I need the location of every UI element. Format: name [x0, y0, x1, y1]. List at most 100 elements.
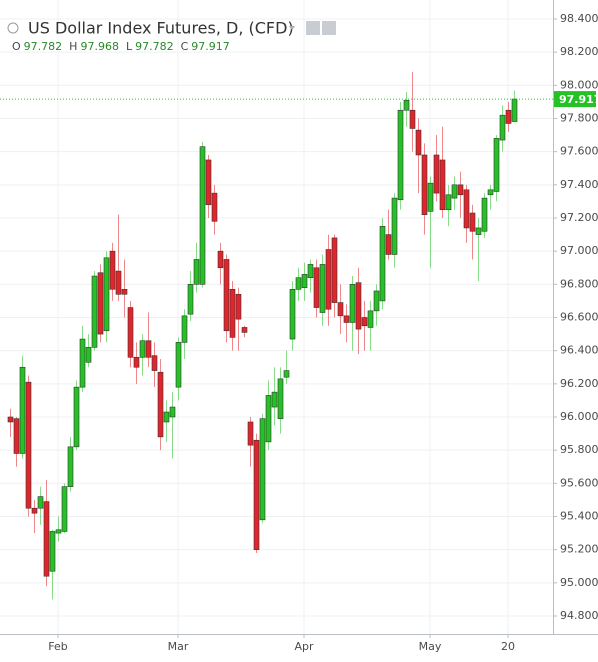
candle-body	[109, 250, 116, 290]
candle-body	[73, 386, 80, 448]
candle-body	[445, 194, 452, 211]
candle-body	[193, 259, 200, 285]
y-tick-label: 95.600	[560, 476, 598, 489]
candle-body	[271, 391, 278, 408]
y-tick-label: 98.400	[560, 12, 598, 25]
candle-body	[409, 109, 416, 129]
candle-body	[79, 338, 86, 388]
x-tick-label: Apr	[294, 640, 314, 653]
candle-body	[439, 159, 446, 211]
candle-body	[85, 347, 92, 363]
candle-body	[223, 259, 230, 332]
candle-body	[487, 189, 494, 196]
candle-body	[403, 99, 410, 111]
candle-body	[277, 378, 284, 419]
y-tick-label: 96.200	[560, 377, 598, 390]
ohlc-value: 97.968	[80, 40, 119, 53]
candle-body	[163, 411, 170, 423]
candle-body	[427, 182, 434, 212]
candle-body	[265, 395, 272, 443]
candle-body	[139, 340, 146, 358]
candle-body	[313, 267, 320, 308]
candle-body	[169, 406, 176, 418]
candle-body	[55, 529, 62, 534]
candle-body	[253, 439, 260, 550]
candle-body	[37, 496, 44, 509]
candle-body	[463, 189, 470, 229]
candle-body	[19, 366, 26, 454]
candle-body	[331, 237, 338, 303]
ohlc-key: L	[126, 40, 133, 53]
last-price-tag	[554, 91, 596, 108]
y-tick-label: 97.400	[560, 178, 598, 191]
candle-body	[247, 421, 254, 446]
candle-body	[259, 418, 266, 521]
x-tick-label: May	[419, 640, 442, 653]
y-tick-label: 98.200	[560, 45, 598, 58]
dropdown-arrow[interactable]	[289, 26, 295, 30]
y-tick-label: 96.800	[560, 277, 598, 290]
candle-body	[319, 264, 326, 313]
y-tick-label: 95.800	[560, 443, 598, 456]
last-price-label: 97.917	[559, 93, 598, 106]
x-tick-label: Mar	[168, 640, 189, 653]
candle-body	[217, 250, 224, 269]
candle-body	[367, 310, 374, 328]
candle-body	[151, 355, 158, 371]
ohlc-value: 97.782	[135, 40, 174, 53]
candle-body	[457, 184, 464, 196]
x-tick-label: Feb	[48, 640, 67, 653]
candle-body	[511, 98, 518, 122]
candle-body	[415, 129, 422, 156]
candle-body	[211, 192, 218, 222]
candle-body	[433, 154, 440, 194]
candle-body	[199, 146, 206, 285]
candle-body	[49, 531, 56, 572]
y-tick-label: 98.000	[560, 78, 598, 91]
y-tick-label: 94.800	[560, 609, 598, 622]
candle-body	[379, 225, 386, 302]
ohlc-key: O	[12, 40, 21, 53]
candle-body	[67, 446, 74, 487]
candle-body	[295, 277, 302, 290]
candle-body	[229, 289, 236, 338]
candle-body	[349, 284, 356, 323]
candle-body	[325, 249, 332, 310]
candle-body	[241, 327, 248, 333]
y-tick-label: 95.400	[560, 510, 598, 523]
eye-button[interactable]	[306, 21, 320, 35]
candle-body	[61, 486, 68, 532]
ohlc-value: 97.917	[191, 40, 230, 53]
candle-body	[481, 197, 488, 232]
candle-body	[307, 264, 314, 278]
candle-body	[145, 340, 152, 358]
candle-body	[391, 197, 398, 255]
candle-body	[181, 315, 188, 343]
candle-body	[115, 270, 122, 295]
candle-body	[499, 114, 506, 141]
y-tick-label: 96.400	[560, 344, 598, 357]
candle-body	[289, 289, 296, 340]
candle-body	[205, 159, 212, 206]
candle-body	[337, 302, 344, 317]
candle-body	[361, 317, 368, 327]
symbol-icon[interactable]	[7, 22, 19, 34]
candles	[0, 72, 553, 600]
candle-body	[175, 342, 182, 388]
candle-body	[451, 184, 458, 199]
candle-body	[43, 501, 50, 577]
candle-body	[187, 284, 194, 315]
candle-body	[103, 257, 110, 332]
candle-body	[421, 154, 428, 215]
candle-body	[97, 272, 104, 335]
settings-button[interactable]	[322, 21, 336, 35]
candle-body	[493, 138, 500, 192]
candle-body	[7, 416, 14, 423]
candle-body	[91, 275, 98, 348]
y-tick-label: 97.800	[560, 112, 598, 125]
candle-body	[397, 109, 404, 201]
candle-body	[31, 507, 38, 514]
ohlc-legend: O 97.782 H 97.968 L 97.782 C 97.917	[12, 40, 230, 53]
candle-body	[235, 293, 242, 320]
